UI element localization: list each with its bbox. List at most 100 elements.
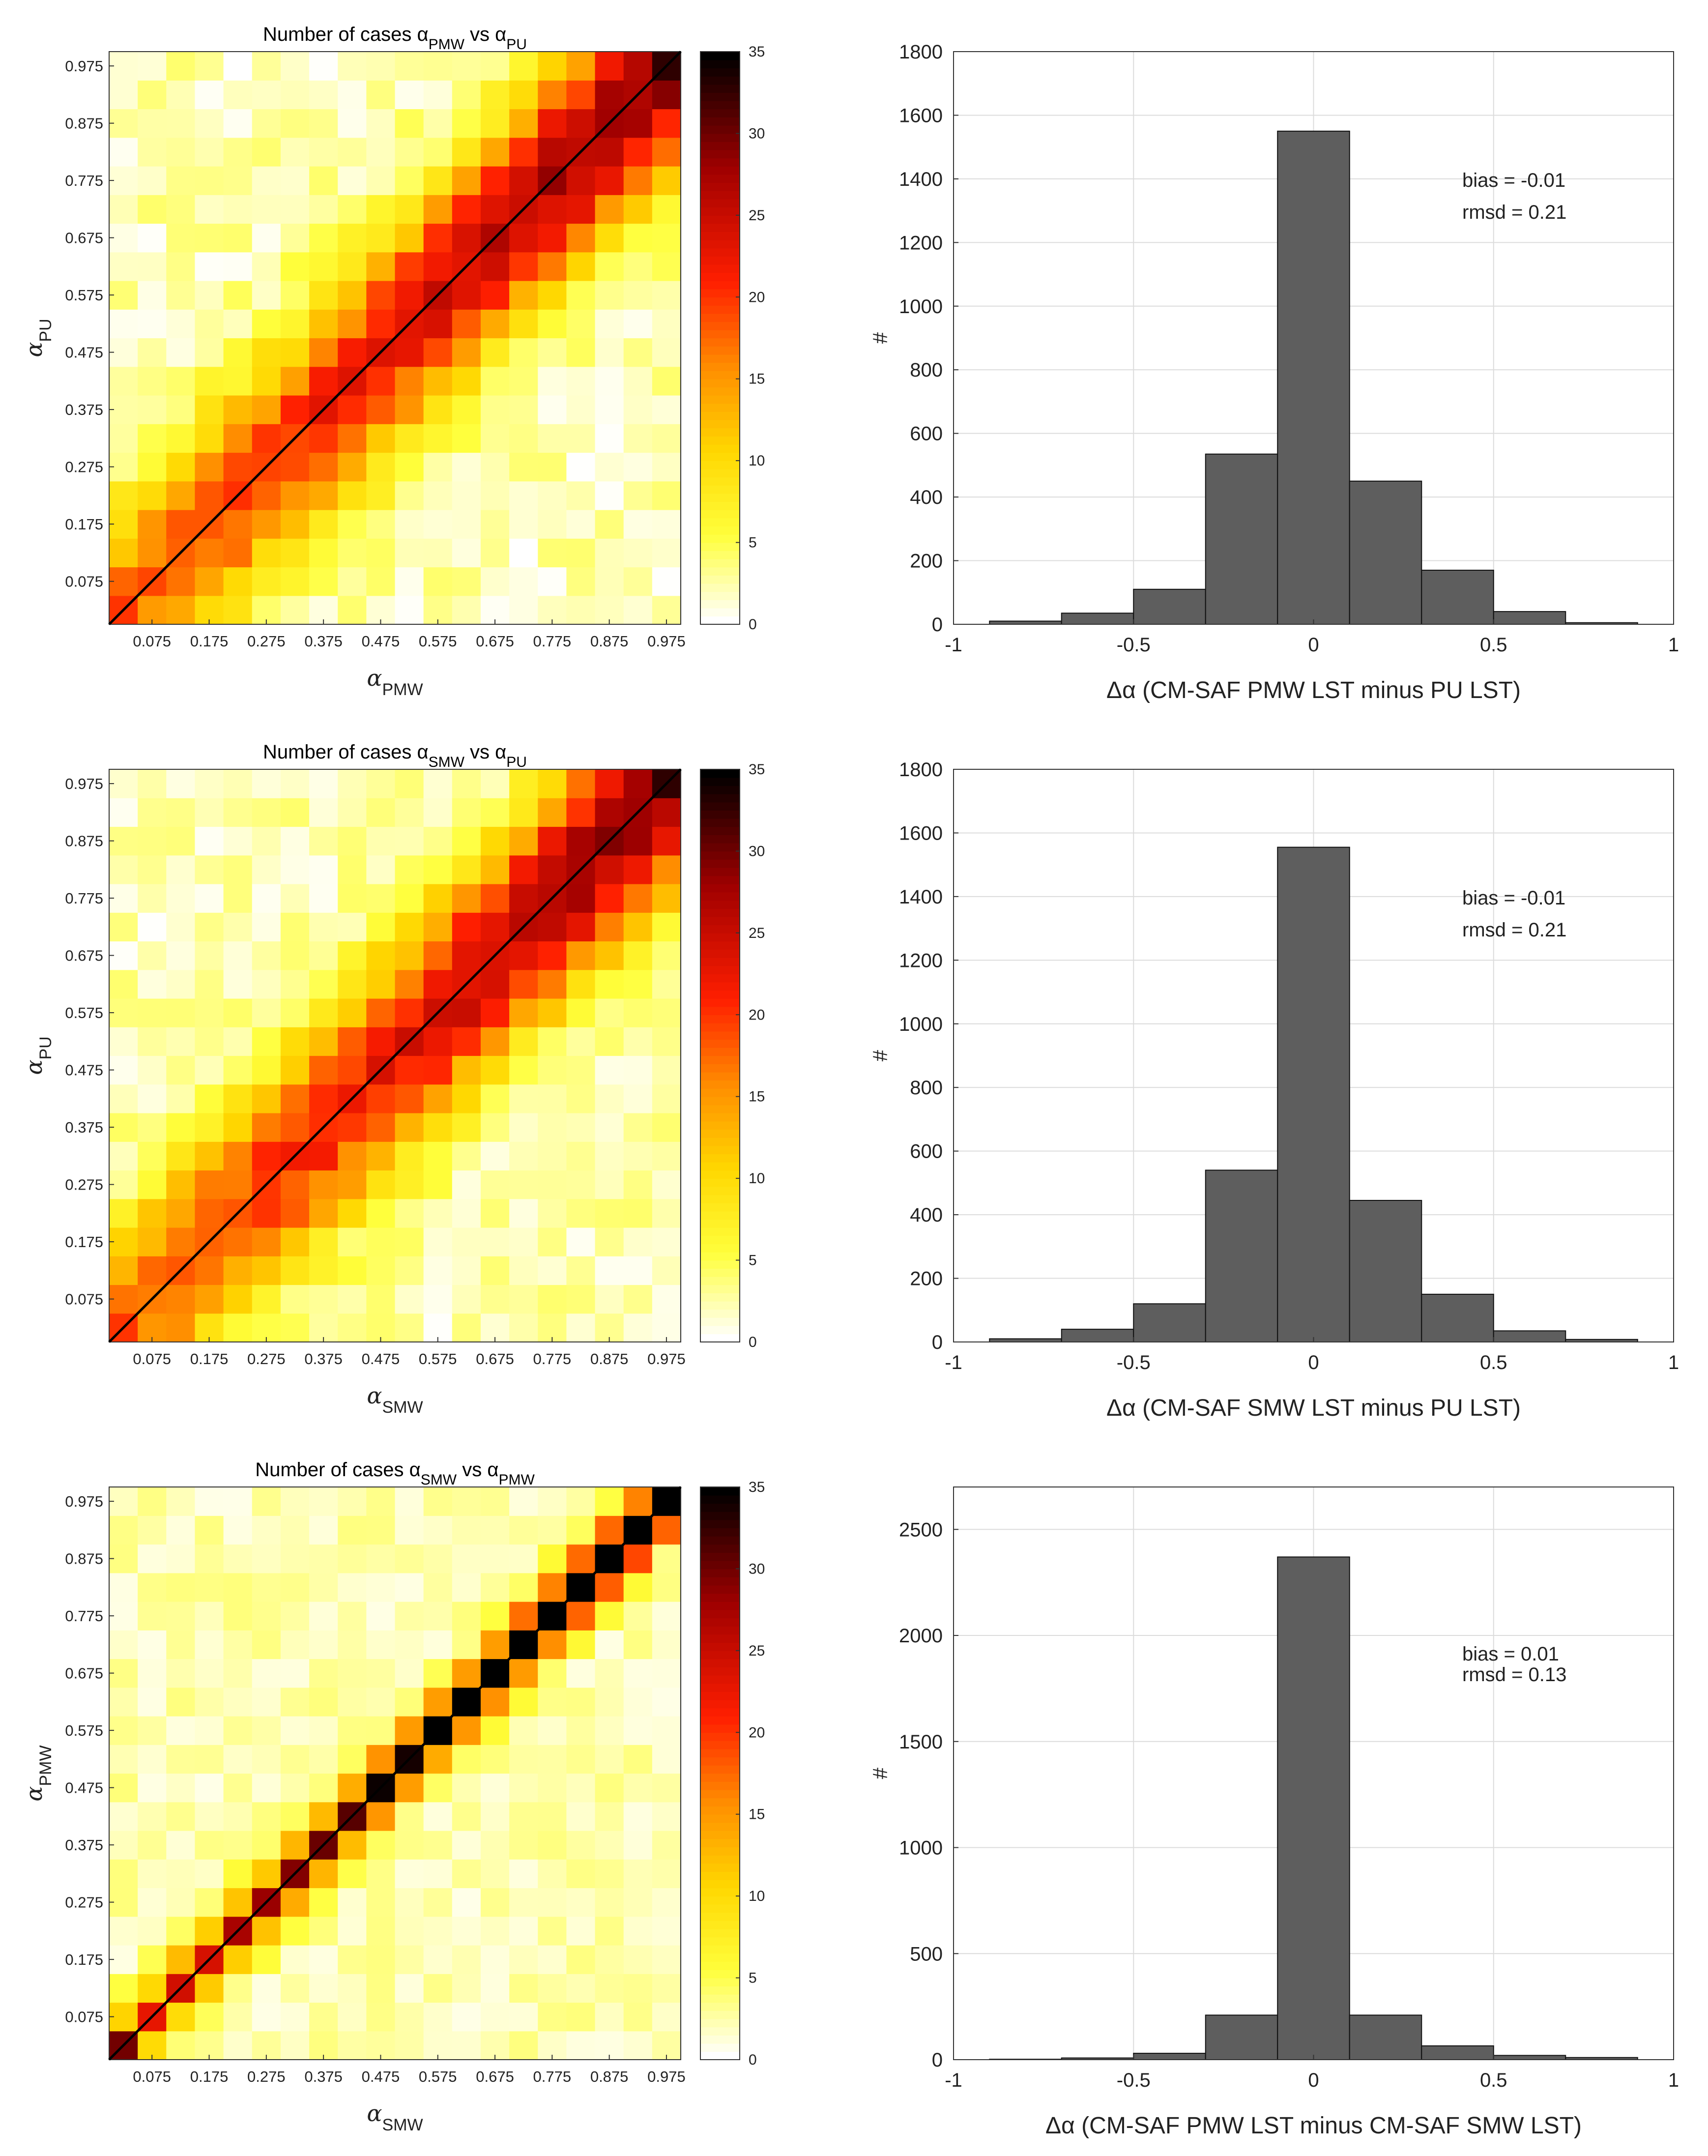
heatmap-cell <box>595 1945 624 1974</box>
heatmap-cell <box>309 338 338 367</box>
heatmap-cell <box>509 137 538 167</box>
histogram-bar <box>1205 1169 1278 1342</box>
heatmap-cell <box>566 52 596 81</box>
heatmap-cell <box>280 1313 310 1342</box>
heatmap-cell <box>652 1027 681 1056</box>
heatmap-cell <box>652 1974 681 2003</box>
heatmap-cell <box>395 855 424 884</box>
heatmap-cell <box>480 452 510 482</box>
colorbar-segment <box>700 859 740 868</box>
heatmap-cell <box>252 1745 281 1774</box>
heatmap-cell <box>623 252 653 281</box>
colorbar-tick-label: 5 <box>749 535 757 551</box>
heatmap-cell <box>195 166 224 195</box>
heatmap-cell <box>195 1141 224 1171</box>
heatmap-cell <box>309 452 338 482</box>
colorbar-segment <box>700 1961 740 1970</box>
heatmap-cell <box>138 1745 167 1774</box>
colorbar-segment <box>700 1847 740 1856</box>
y-tick-label: 0.475 <box>65 344 103 361</box>
heatmap-cell <box>509 1573 538 1602</box>
heatmap-cell <box>223 1630 253 1660</box>
heatmap-cell <box>252 395 281 424</box>
heatmap-cell <box>395 252 424 281</box>
heatmap-cell <box>452 1170 481 1199</box>
heatmap-cell <box>566 969 596 999</box>
heatmap-cell <box>623 1687 653 1717</box>
heatmap-cell <box>423 826 453 856</box>
x-tick-label: 0.5 <box>1480 1352 1507 1373</box>
histogram-bar <box>1421 1293 1494 1343</box>
heatmap-cell <box>252 912 281 942</box>
heatmap-cell <box>309 769 338 798</box>
heatmap-cell <box>223 281 253 310</box>
heatmap-cell <box>166 1745 196 1774</box>
heatmap-cell <box>223 769 253 798</box>
heatmap-cell <box>595 366 624 396</box>
heatmap-cell <box>395 1170 424 1199</box>
heatmap-cell <box>195 941 224 970</box>
heatmap-cell <box>280 80 310 110</box>
heatmap-cell <box>509 1974 538 2003</box>
heatmap-cell <box>223 1170 253 1199</box>
heatmap-cell <box>309 941 338 970</box>
heatmap-cell <box>623 338 653 367</box>
heatmap-cell <box>309 80 338 110</box>
colorbar-tick-label: 35 <box>749 44 765 60</box>
heatmap-cell <box>309 884 338 913</box>
colorbar-segment <box>700 1317 740 1326</box>
heatmap-panel-2: 0.075 0.175 0.275 0.375 0.475 0.575 0.675 0.775… <box>21 741 686 1417</box>
heatmap-cell <box>652 1630 681 1660</box>
x-tick-label: 0.375 <box>304 1350 343 1368</box>
heatmap-cell <box>252 769 281 798</box>
colorbar-segment <box>700 419 740 429</box>
heatmap-cell <box>566 1141 596 1171</box>
heatmap-cell <box>395 166 424 195</box>
heatmap-cell <box>166 1487 196 1516</box>
colorbar-segment <box>700 1528 740 1537</box>
heatmap-cell <box>480 998 510 1027</box>
title-part-title_text: Number of cases <box>255 1459 409 1481</box>
heatmap-cell <box>166 1084 196 1113</box>
heatmap-cell <box>252 1027 281 1056</box>
heatmap-cell <box>595 1888 624 1917</box>
colorbar-segment <box>700 1748 740 1758</box>
heatmap-cell <box>138 1141 167 1171</box>
heatmap-cell <box>280 481 310 510</box>
y-tick-label: 0.075 <box>65 1291 103 1308</box>
heatmap-cell <box>166 1831 196 1860</box>
heatmap-cell <box>538 1227 567 1256</box>
heatmap-cell <box>338 1544 367 1573</box>
colorbar-segment <box>700 1227 740 1236</box>
heatmap-cell <box>309 1284 338 1314</box>
x-tick-label: 0.275 <box>247 633 286 650</box>
heatmap-cell <box>195 109 224 138</box>
heatmap-cell <box>595 252 624 281</box>
heatmap-cell <box>480 1831 510 1860</box>
heatmap-cell <box>223 1284 253 1314</box>
heatmap-cell <box>538 1573 567 1602</box>
heatmap-cell <box>252 1659 281 1688</box>
heatmap-cell <box>366 1945 396 1974</box>
heatmap-cell <box>395 1687 424 1717</box>
heatmap-cell <box>138 309 167 339</box>
heatmap-cell <box>452 195 481 224</box>
heatmap-cell <box>623 1084 653 1113</box>
heatmap-cell <box>280 252 310 281</box>
heatmap-cell <box>452 338 481 367</box>
heatmap-cell <box>280 366 310 396</box>
x-tick-label: 0.275 <box>247 1350 286 1368</box>
colorbar-segment <box>700 982 740 991</box>
heatmap-cell <box>566 1716 596 1745</box>
x-tick-label: -0.5 <box>1117 634 1151 656</box>
x-axis-label: Δα (CM-SAF SMW LST minus PU LST) <box>1106 1395 1521 1421</box>
heatmap-cell <box>509 166 538 195</box>
heatmap-cell <box>223 252 253 281</box>
heatmap-cell <box>480 1602 510 1631</box>
heatmap-cell <box>223 567 253 596</box>
heatmap-cell <box>623 166 653 195</box>
heatmap-cell <box>566 1027 596 1056</box>
heatmap-cell <box>509 395 538 424</box>
colorbar-segment <box>700 1186 740 1195</box>
heatmap-cell <box>423 798 453 827</box>
